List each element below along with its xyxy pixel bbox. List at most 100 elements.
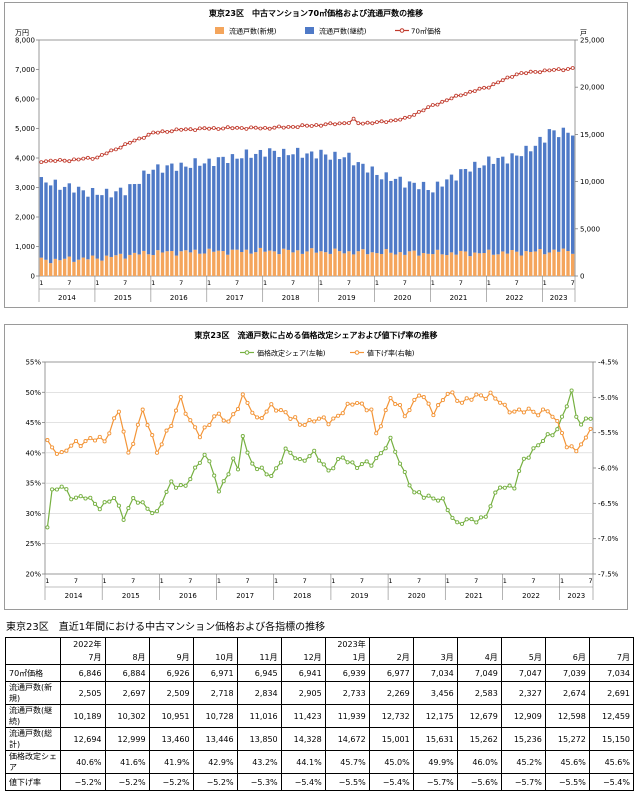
share-point <box>221 479 226 484</box>
price-point <box>128 140 132 145</box>
table-cell: 43.2% <box>236 750 282 774</box>
price-point <box>500 78 505 83</box>
price-point <box>370 121 375 126</box>
table-cell: 11,939 <box>324 704 370 728</box>
left-tick-label: 40% <box>25 449 41 457</box>
left-tick-label: 55% <box>25 359 41 367</box>
share-point <box>293 456 298 461</box>
bar-new <box>519 255 524 276</box>
bar-continuing <box>81 190 85 258</box>
bar-new <box>44 259 48 276</box>
price-point <box>179 127 184 132</box>
price-point <box>81 156 86 161</box>
share-point <box>264 472 269 477</box>
bar-continuing <box>570 135 575 254</box>
share-point <box>183 483 188 488</box>
price-point <box>151 130 156 135</box>
right-tick-label: 0 <box>580 273 584 281</box>
bar-continuing <box>132 184 137 253</box>
price-point <box>566 67 570 71</box>
left-tick-label: 6,000 <box>15 96 35 104</box>
price-point <box>207 126 212 131</box>
share-point <box>336 456 341 462</box>
bar-new <box>538 248 542 276</box>
table-cell: 49.9% <box>412 750 458 774</box>
bar-new <box>160 252 165 276</box>
month-tick-label: 1 <box>160 577 164 585</box>
share-point <box>135 500 140 505</box>
price-point <box>458 93 463 98</box>
bar-continuing <box>421 181 426 254</box>
table-row: 流通戸数(新規) 2,505 2,697 2,509 2,718 2,834 2,905 2,… <box>4 681 634 705</box>
rate-point <box>345 401 350 406</box>
price-point <box>528 69 533 74</box>
rate-point <box>59 450 64 455</box>
year-label: 2021 <box>450 294 468 302</box>
table-cell: 44.1% <box>280 750 326 774</box>
share-point <box>207 459 212 464</box>
month-tick-label: 7 <box>188 577 192 585</box>
left-tick-label: 4,000 <box>15 155 35 163</box>
price-point <box>384 120 389 124</box>
month-tick-label: 7 <box>347 279 351 287</box>
bar-new <box>426 253 430 276</box>
bar-continuing <box>151 169 155 256</box>
share-point <box>83 496 88 501</box>
bar-new <box>370 252 374 276</box>
share-point <box>421 495 426 500</box>
rate-point <box>312 419 317 424</box>
bar-continuing <box>473 161 477 253</box>
price-point <box>374 120 379 124</box>
bar-continuing <box>142 170 146 251</box>
table-cell: −5.5% <box>324 773 370 791</box>
price-point <box>379 119 384 124</box>
table-cell: 12,598 <box>544 704 590 728</box>
bar-continuing <box>552 130 556 250</box>
bar-new <box>552 249 556 276</box>
bar-new <box>347 251 351 276</box>
price-point <box>333 122 337 127</box>
price-point <box>454 93 459 98</box>
price-point <box>118 145 123 150</box>
price-point <box>309 124 314 128</box>
table-cell: −5.3% <box>236 773 282 791</box>
share-point <box>445 508 450 513</box>
share-point <box>517 468 522 474</box>
bar-new <box>202 253 207 276</box>
rate-point <box>121 429 126 434</box>
table-cell: 12,694 <box>60 727 106 751</box>
rate-point <box>78 444 83 449</box>
rate-point <box>488 390 493 395</box>
table-cell: 15,631 <box>412 727 458 751</box>
rate-point <box>588 426 593 431</box>
share-point <box>464 517 469 522</box>
share-point <box>126 506 131 511</box>
rate-point <box>107 431 112 436</box>
bar-continuing <box>221 156 225 252</box>
bar-continuing <box>286 155 291 250</box>
price-point <box>100 152 104 157</box>
rate-point <box>340 411 345 416</box>
month-tick-label: 1 <box>45 577 49 585</box>
share-point <box>107 499 112 504</box>
price-point <box>132 138 137 143</box>
price-point <box>291 125 295 129</box>
bar-new <box>454 254 458 276</box>
table-column-header: 9月 <box>148 637 194 665</box>
bar-continuing <box>67 183 71 257</box>
share-point <box>526 455 531 460</box>
table-cell: 11,423 <box>280 704 326 728</box>
share-point <box>588 416 593 421</box>
price-point <box>337 121 342 126</box>
share-point <box>331 466 336 471</box>
bar-continuing <box>370 166 374 253</box>
bar-new <box>403 254 407 276</box>
table-cell: 14,672 <box>324 727 370 751</box>
rate-point <box>402 414 407 419</box>
rate-point <box>393 402 398 407</box>
month-tick-label: 7 <box>179 279 183 287</box>
bar-continuing <box>505 163 510 254</box>
price-point <box>346 121 351 125</box>
rate-point <box>164 428 169 433</box>
share-point <box>340 455 345 460</box>
